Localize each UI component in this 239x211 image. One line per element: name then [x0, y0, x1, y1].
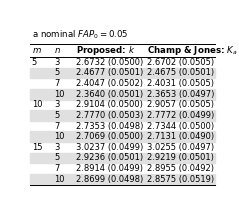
Text: 2.3653 (0.0497): 2.3653 (0.0497) [147, 90, 214, 99]
Text: 3: 3 [54, 100, 59, 109]
Text: 7: 7 [54, 122, 59, 131]
Text: $n$: $n$ [54, 46, 61, 55]
Text: 2.7770 (0.0503): 2.7770 (0.0503) [76, 111, 144, 120]
Text: 7: 7 [54, 79, 59, 88]
Text: 3.0237 (0.0499): 3.0237 (0.0499) [76, 143, 143, 152]
Text: 2.6702 (0.0505): 2.6702 (0.0505) [147, 58, 214, 67]
Text: 3: 3 [54, 58, 59, 67]
Text: 2.9104 (0.0500): 2.9104 (0.0500) [76, 100, 143, 109]
Bar [30, 174, 215, 185]
Text: 15: 15 [32, 143, 42, 152]
Text: a nominal $FAP_0 = 0.05$: a nominal $FAP_0 = 0.05$ [32, 28, 128, 41]
Text: 2.4677 (0.0501): 2.4677 (0.0501) [76, 68, 143, 77]
Text: 2.9057 (0.0505): 2.9057 (0.0505) [147, 100, 214, 109]
Text: Proposed: $k$: Proposed: $k$ [76, 44, 136, 57]
Text: Champ & Jones: $K_a$: Champ & Jones: $K_a$ [147, 44, 237, 57]
Text: 2.8575 (0.0519): 2.8575 (0.0519) [147, 175, 214, 184]
Text: 2.3640 (0.0501): 2.3640 (0.0501) [76, 90, 143, 99]
Bar [30, 131, 215, 142]
Text: 2.7069 (0.0500): 2.7069 (0.0500) [76, 132, 143, 141]
Text: 5: 5 [54, 68, 59, 77]
Text: 10: 10 [54, 132, 65, 141]
Bar [30, 68, 215, 78]
Text: 2.8914 (0.0499): 2.8914 (0.0499) [76, 164, 143, 173]
Text: 3: 3 [54, 143, 59, 152]
Text: 2.4675 (0.0501): 2.4675 (0.0501) [147, 68, 214, 77]
Text: 2.9236 (0.0501): 2.9236 (0.0501) [76, 153, 143, 162]
Text: 5: 5 [54, 153, 59, 162]
Text: 5: 5 [54, 111, 59, 120]
Bar [30, 153, 215, 163]
Text: 7: 7 [54, 164, 59, 173]
Text: 2.6732 (0.0500): 2.6732 (0.0500) [76, 58, 143, 67]
Bar [30, 110, 215, 121]
Text: 2.9219 (0.0501): 2.9219 (0.0501) [147, 153, 213, 162]
Text: $m$: $m$ [32, 46, 42, 55]
Text: 2.7772 (0.0499): 2.7772 (0.0499) [147, 111, 214, 120]
Text: 2.8699 (0.0498): 2.8699 (0.0498) [76, 175, 143, 184]
Text: 2.4047 (0.0502): 2.4047 (0.0502) [76, 79, 143, 88]
Text: 2.7344 (0.0500): 2.7344 (0.0500) [147, 122, 214, 131]
Text: 10: 10 [54, 90, 65, 99]
Text: 3.0255 (0.0497): 3.0255 (0.0497) [147, 143, 214, 152]
Text: 10: 10 [32, 100, 42, 109]
Text: 2.7131 (0.0490): 2.7131 (0.0490) [147, 132, 214, 141]
Text: 10: 10 [54, 175, 65, 184]
Text: 2.7353 (0.0498): 2.7353 (0.0498) [76, 122, 144, 131]
Bar [30, 89, 215, 100]
Text: 2.4031 (0.0505): 2.4031 (0.0505) [147, 79, 214, 88]
Text: 5: 5 [32, 58, 37, 67]
Text: 2.8955 (0.0492): 2.8955 (0.0492) [147, 164, 214, 173]
